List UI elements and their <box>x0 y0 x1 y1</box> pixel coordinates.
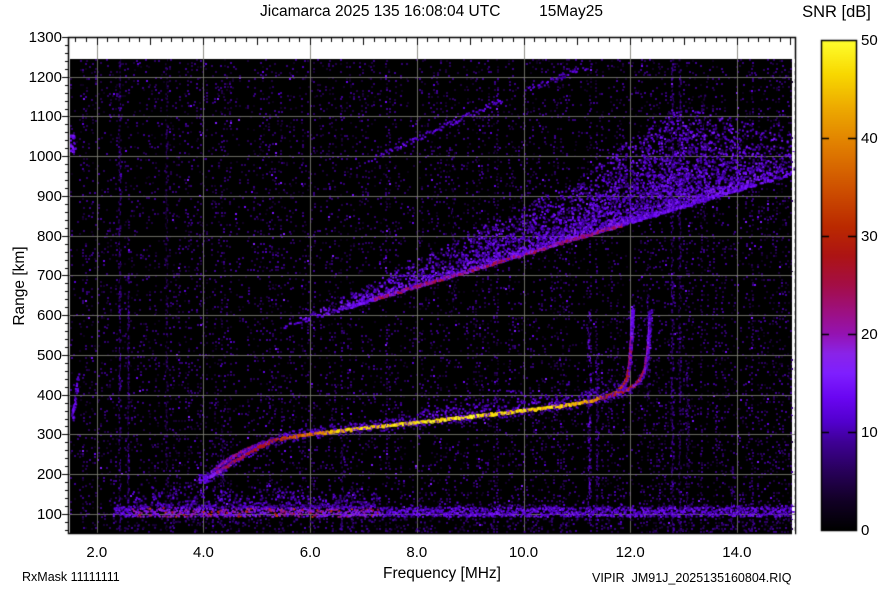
colorbar-tick-label: 40 <box>861 130 878 147</box>
x-axis-label: Frequency [MHz] <box>382 565 501 582</box>
x-tick-label: 14.0 <box>722 544 752 561</box>
y-tick-label: 1200 <box>28 68 62 86</box>
y-tick-label: 600 <box>36 307 62 325</box>
y-tick-label: 800 <box>36 227 62 245</box>
colorbar-tick-label: 20 <box>861 326 878 343</box>
y-tick-label: 100 <box>36 505 62 523</box>
x-tick-label: 2.0 <box>86 544 108 561</box>
y-tick-label: 1000 <box>28 148 62 166</box>
y-tick-label: 300 <box>36 426 62 444</box>
colorbar-tick-label: 0 <box>861 522 870 539</box>
colorbar-tick-label: 10 <box>861 424 878 441</box>
y-tick-label: 1100 <box>29 108 62 126</box>
colorbar-title: SNR [dB] <box>802 3 871 21</box>
plot-title: Jicamarca 2025 135 16:08:04 UTC 15May25 <box>260 3 603 20</box>
rx-mask-label: RxMask 11111111 <box>22 570 120 584</box>
x-tick-label: 12.0 <box>615 544 645 561</box>
data-file-label: VIPIR JM91J_2025135160804.RIQ <box>592 571 792 585</box>
colorbar-tick-label: 50 <box>861 32 878 49</box>
x-tick-label: 6.0 <box>299 544 321 561</box>
x-tick-label: 10.0 <box>508 544 539 561</box>
y-tick-label: 900 <box>36 187 62 205</box>
x-tick-label: 8.0 <box>406 544 428 561</box>
y-tick-label: 400 <box>36 386 62 404</box>
y-tick-label: 700 <box>36 267 62 285</box>
y-tick-label: 200 <box>36 466 62 484</box>
colorbar-tick-label: 30 <box>861 228 878 245</box>
x-tick-label: 4.0 <box>193 544 214 561</box>
y-tick-label: 500 <box>36 346 62 364</box>
y-tick-label: 1300 <box>28 29 62 46</box>
